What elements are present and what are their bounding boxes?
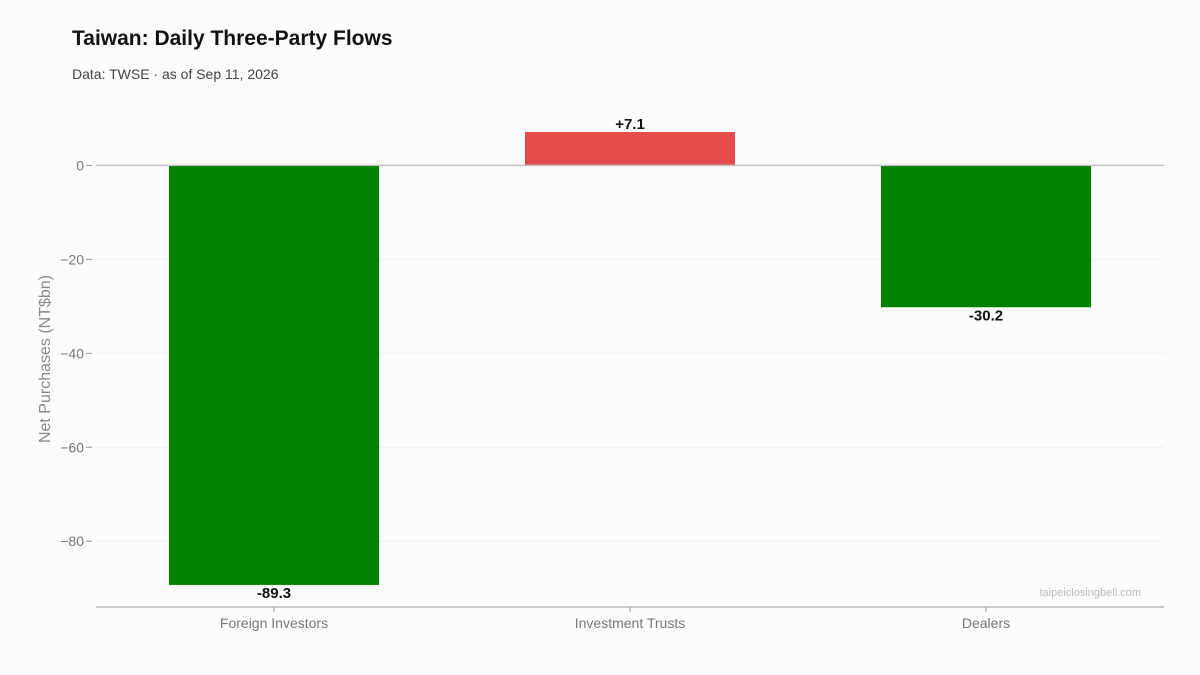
y-tick-label: 0	[76, 157, 84, 173]
data-label: -30.2	[969, 307, 1003, 324]
y-tick-label: −20	[60, 251, 84, 267]
y-axis-title: Net Purchases (NT$bn)	[37, 275, 54, 443]
y-tick-label: −80	[60, 533, 84, 549]
data-label: -89.3	[257, 585, 291, 602]
watermark: taipeiclosingbell.com	[1040, 587, 1142, 599]
x-tick-label: Investment Trusts	[575, 615, 685, 631]
y-tick-label: −40	[60, 345, 84, 361]
bar-dealers	[880, 165, 1092, 308]
axes: 0 −20 −40 −60 −80 Foreign Investors Investment…	[60, 157, 1164, 631]
bar-foreign-investors	[168, 165, 380, 585]
y-tick-label: −60	[60, 439, 84, 455]
chart-subtitle: Data: TWSE · as of Sep 11, 2026	[72, 66, 279, 82]
bars	[168, 132, 1092, 585]
data-label: +7.1	[615, 116, 645, 133]
x-tick-label: Dealers	[962, 615, 1010, 631]
x-tick-label: Foreign Investors	[220, 615, 328, 631]
chart-title: Taiwan: Daily Three-Party Flows	[72, 27, 393, 50]
data-labels: -89.3 +7.1 -30.2	[257, 116, 1003, 602]
bar-investment-trusts	[524, 132, 736, 166]
